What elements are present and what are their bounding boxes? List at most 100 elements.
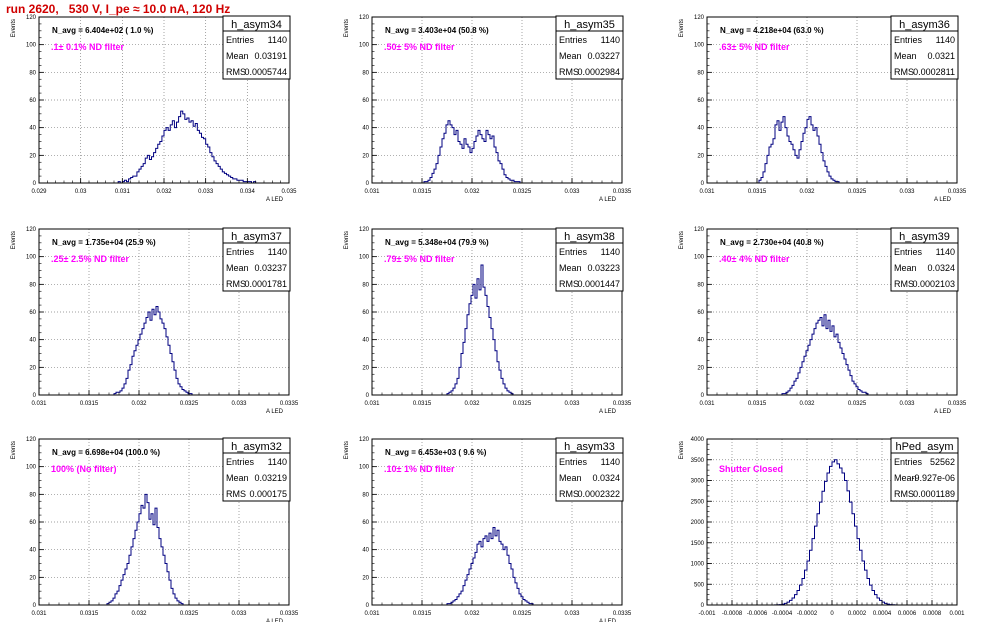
stats-label: Entries <box>894 247 923 257</box>
x-tick-label: -0.0006 <box>747 611 768 617</box>
y-axis-label: Events <box>679 19 685 37</box>
y-tick-label: 0 <box>366 603 370 609</box>
x-tick-label: 0.033 <box>564 401 580 407</box>
x-tick-label: 0.0325 <box>513 189 532 195</box>
x-tick-label: 0.031 <box>364 401 380 407</box>
y-axis-label: Events <box>344 19 350 37</box>
stats-label: RMS <box>894 279 914 289</box>
x-tick-label: 0.0004 <box>873 611 892 617</box>
x-tick-label: 0.032 <box>799 401 815 407</box>
y-axis-label: Events <box>11 19 17 37</box>
stats-title: h_asym39 <box>899 231 950 243</box>
y-axis-label: Events <box>344 231 350 249</box>
stats-label: RMS <box>894 67 914 77</box>
histogram-line <box>423 120 521 183</box>
stats-value: 0.03191 <box>254 51 287 61</box>
stats-label: Entries <box>559 35 588 45</box>
filter-label: .63± 5% ND filter <box>719 42 790 52</box>
y-tick-label: 120 <box>26 227 37 233</box>
y-tick-label: 80 <box>362 70 369 76</box>
navg-text: N_avg = 2.730e+04 (40.8 %) <box>720 238 824 247</box>
stats-value: 0.03219 <box>254 473 287 483</box>
stats-label: RMS <box>559 279 579 289</box>
y-tick-label: 100 <box>26 255 37 261</box>
y-tick-label: 40 <box>362 338 369 344</box>
x-tick-label: 0.031 <box>699 401 715 407</box>
y-tick-label: 60 <box>362 98 369 104</box>
x-tick-label: 0.0335 <box>280 611 299 617</box>
stats-value: 1140 <box>268 247 287 257</box>
y-tick-label: 40 <box>29 548 36 554</box>
y-tick-label: 0 <box>701 393 705 399</box>
stats-box: h_asym32 Entries 1140 Mean 0.03219 RMS 0.00017… <box>222 437 291 502</box>
y-tick-label: 100 <box>359 255 370 261</box>
y-tick-label: 100 <box>359 465 370 471</box>
x-tick-label: 0.033 <box>198 189 214 195</box>
stats-value: 1140 <box>936 247 955 257</box>
navg-text: N_avg = 1.735e+04 (25.9 %) <box>52 238 156 247</box>
y-tick-label: 80 <box>29 492 36 498</box>
navg-text: N_avg = 3.403e+04 (50.8 %) <box>385 26 489 35</box>
stats-value: 0.0001189 <box>913 489 955 499</box>
x-tick-label: 0.035 <box>281 189 297 195</box>
y-tick-label: 60 <box>697 310 704 316</box>
x-tick-label: 0.029 <box>31 189 47 195</box>
stats-label: Entries <box>894 457 923 467</box>
filter-label: Shutter Closed <box>719 464 783 474</box>
stats-label: Entries <box>226 457 255 467</box>
x-tick-label: 0.033 <box>899 401 915 407</box>
histogram-line <box>446 527 534 605</box>
stats-value: 0.0324 <box>927 263 955 273</box>
x-tick-label: -0.0002 <box>797 611 818 617</box>
x-tick-label: -0.001 <box>698 611 716 617</box>
y-tick-label: 0 <box>33 181 37 187</box>
x-tick-label: 0.001 <box>949 611 965 617</box>
y-tick-label: 120 <box>359 15 370 21</box>
y-tick-label: 60 <box>29 98 36 104</box>
x-tick-label: -0.0004 <box>772 611 793 617</box>
filter-label: .40± 4% ND filter <box>719 254 790 264</box>
stats-label: RMS <box>894 489 914 499</box>
y-tick-label: 120 <box>694 15 705 21</box>
histogram-panel-h_asym33: 0.031 0.0315 0.032 0.0325 0.033 0.0335 0 20 40 60… <box>344 437 632 622</box>
y-axis-label: Events <box>11 231 17 249</box>
stats-box: h_asym35 Entries 1140 Mean 0.03227 RMS0.00029… <box>555 15 624 80</box>
x-tick-label: 0.0315 <box>748 401 767 407</box>
stats-value: 0.03223 <box>587 263 620 273</box>
y-tick-label: 0 <box>701 181 705 187</box>
stats-box-frame <box>222 227 291 292</box>
y-tick-label: 40 <box>362 548 369 554</box>
y-tick-label: 100 <box>694 43 705 49</box>
stats-label: Entries <box>226 35 255 45</box>
x-tick-label: 0.0006 <box>898 611 917 617</box>
stats-value: 0.000175 <box>249 489 287 499</box>
filter-label: .79± 5% ND filter <box>384 254 455 264</box>
stats-value: 0.0324 <box>592 473 620 483</box>
x-axis-label: A LED <box>599 197 617 203</box>
stats-box: hPed_asym Entries 52562 Mean-9.927e-06 RMS 0.… <box>890 437 959 502</box>
stats-box: h_asym39 Entries 1140 Mean 0.0324 RMS0.000210… <box>890 227 959 292</box>
y-tick-label: 80 <box>29 282 36 288</box>
stats-title: h_asym37 <box>231 231 282 243</box>
y-tick-label: 500 <box>694 582 705 588</box>
x-axis-label: A LED <box>266 409 284 415</box>
histogram-panel-h_asym32: 0.031 0.0315 0.032 0.0325 0.033 0.0335 0 20 40 60… <box>11 437 299 622</box>
filter-label: .25± 2.5% ND filter <box>51 254 129 264</box>
x-tick-label: 0.031 <box>31 401 47 407</box>
histogram-panel-h_asym34: 0.029 0.03 0.031 0.032 0.033 0.034 0.035 0 20 40 6… <box>11 15 297 203</box>
navg-text: N_avg = 6.404e+02 ( 1.0 %) <box>52 26 154 35</box>
y-tick-label: 0 <box>33 393 37 399</box>
histogram-panel-h_asym38: 0.031 0.0315 0.032 0.0325 0.033 0.0335 0 20 40 60… <box>344 227 632 415</box>
y-tick-label: 40 <box>29 126 36 132</box>
stats-box-frame <box>890 15 959 80</box>
x-tick-label: 0.031 <box>364 189 380 195</box>
x-tick-label: 0.033 <box>564 611 580 617</box>
x-axis-label: A LED <box>934 197 952 203</box>
y-axis-label: Events <box>344 441 350 459</box>
histogram-panel-h_asym39: 0.031 0.0315 0.032 0.0325 0.033 0.0335 0 20 40 60… <box>679 227 967 415</box>
stats-value: 0.0005744 <box>244 67 287 77</box>
x-tick-label: 0.031 <box>364 611 380 617</box>
stats-label: Entries <box>894 35 923 45</box>
stats-box: h_asym36 Entries 1140 Mean 0.0321 RMS 0.000281… <box>890 15 959 80</box>
stats-value: 0.03237 <box>254 263 287 273</box>
